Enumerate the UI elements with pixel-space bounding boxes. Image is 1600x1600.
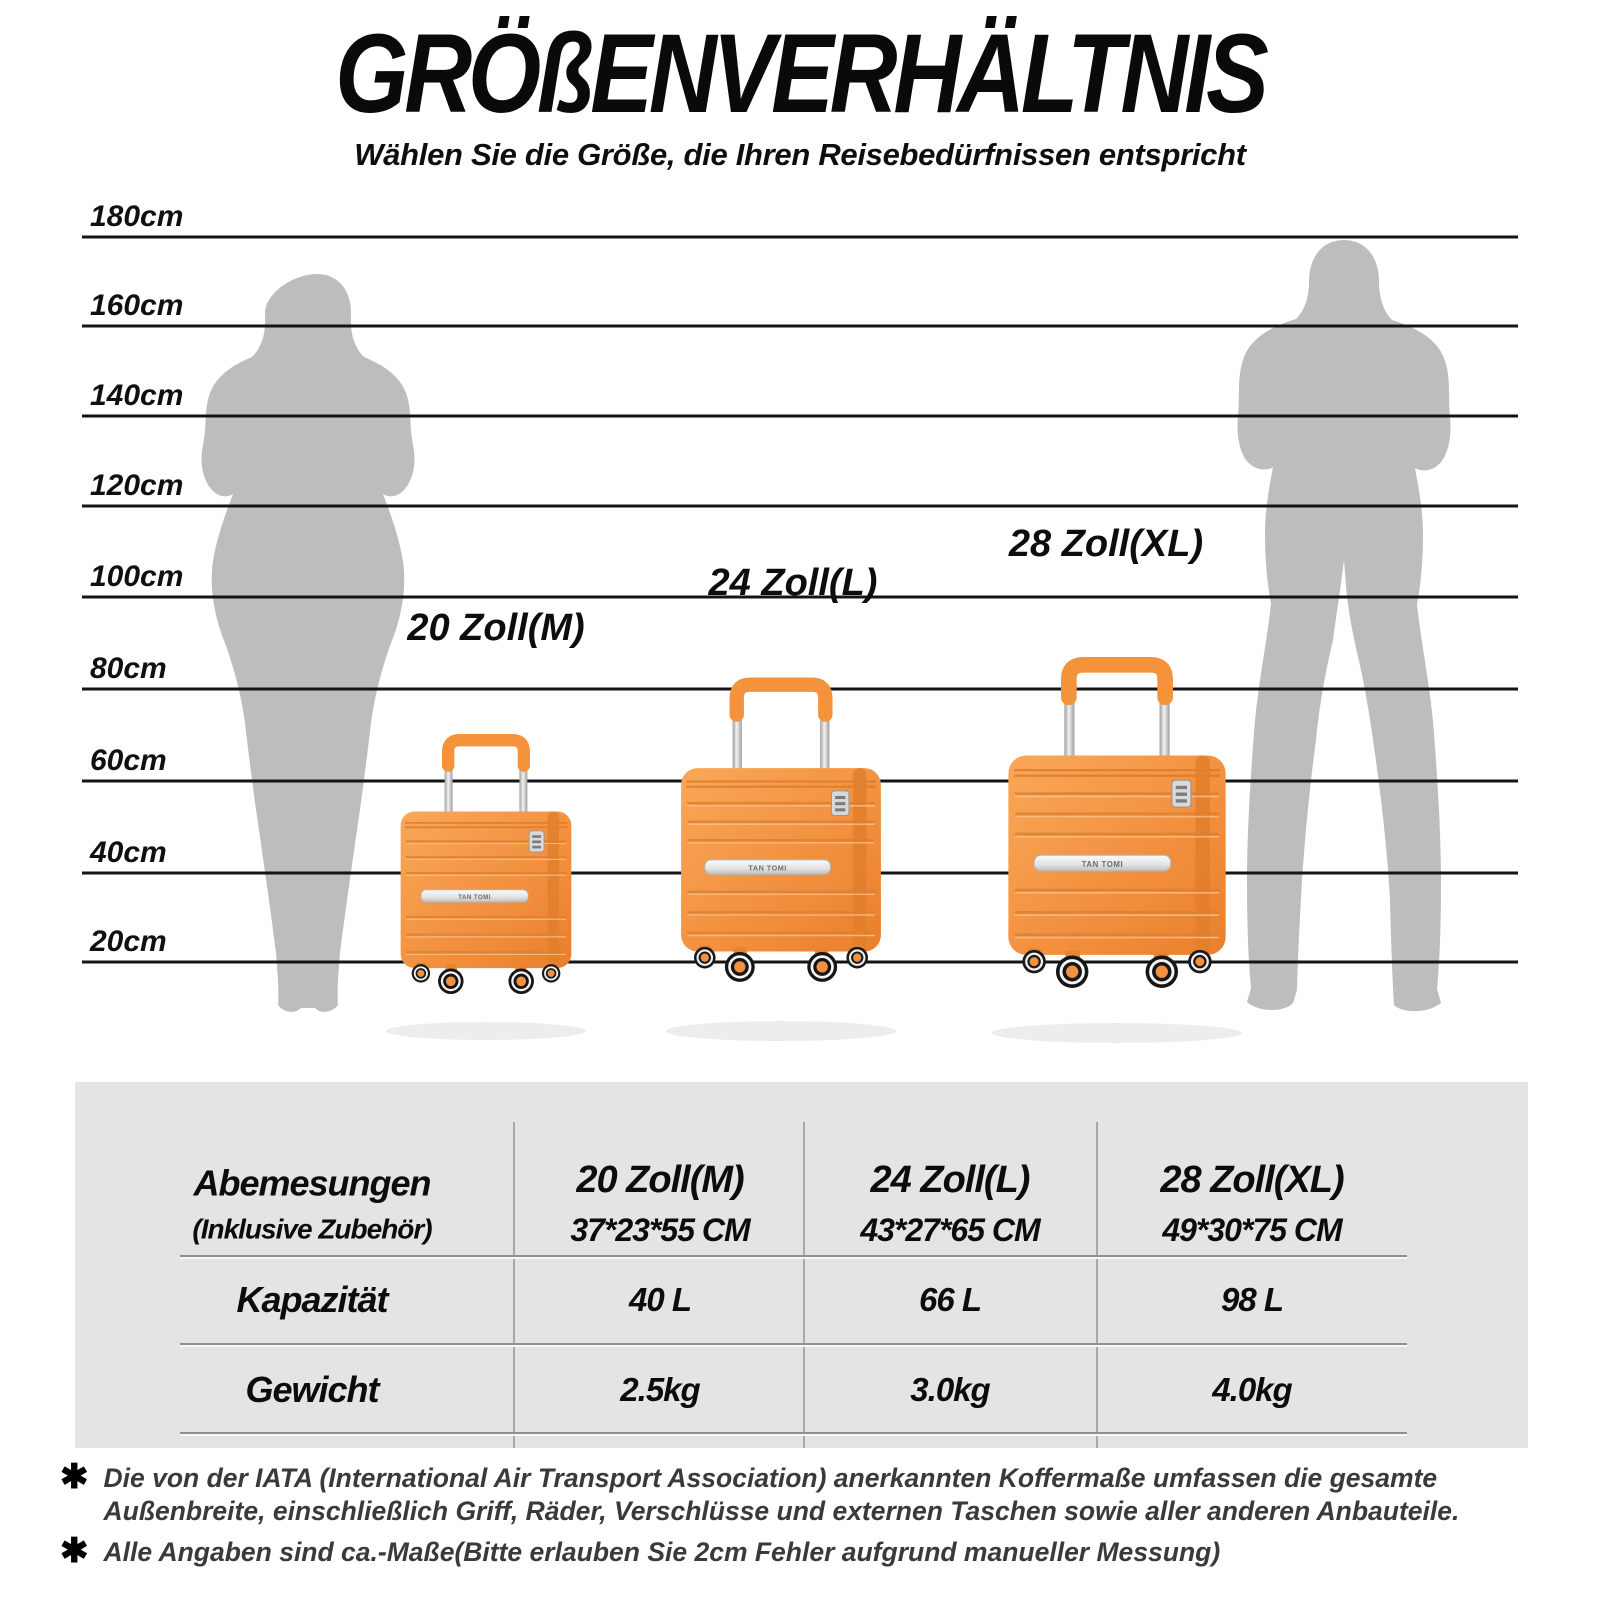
table-header-title: Abemesungen [193, 1162, 431, 1204]
woman-silhouette [201, 274, 415, 1012]
scale-label: 20cm [89, 925, 167, 958]
footnote-iata: ✱ Die von der IATA (International Air Tr… [60, 1458, 1552, 1528]
scale-label: 80cm [90, 652, 167, 685]
size-label-24-zoll: 24 Zoll(L) [708, 562, 878, 604]
weight-value-24: 3.0kg [910, 1371, 990, 1408]
capacity-value-28: 98 L [1220, 1281, 1284, 1318]
column-title: 20 Zoll(M) [576, 1159, 744, 1201]
table-divider-vertical [803, 1122, 805, 1448]
table-header-col-28: 28 Zoll(XL) 49*30*75 CM [1160, 1159, 1344, 1249]
human-silhouettes [201, 240, 1451, 1012]
asterisk-icon: ✱ [60, 1532, 89, 1570]
scale-label: 160cm [90, 289, 183, 322]
ground-shadows [386, 1021, 1242, 1043]
table-divider-vertical [513, 1122, 515, 1448]
asterisk-icon: ✱ [60, 1458, 89, 1496]
column-title: 24 Zoll(L) [870, 1159, 1031, 1201]
table-header-col-24: 24 Zoll(L) 43*27*65 CM [860, 1159, 1040, 1249]
man-silhouette [1237, 240, 1451, 1012]
page-subtitle: Wählen Sie die Größe, die Ihren Reisebed… [354, 137, 1246, 172]
column-dimensions: 49*30*75 CM [1162, 1212, 1342, 1248]
table-divider-horizontal [180, 1255, 1407, 1257]
footnote-text: Alle Angaben sind ca.-Maße(Bitte erlaube… [103, 1537, 1221, 1567]
weight-value-20: 2.5kg [620, 1371, 700, 1408]
column-dimensions: 37*23*55 CM [570, 1212, 750, 1248]
table-divider-horizontal [180, 1343, 1407, 1345]
table-header-subtitle: (Inklusive Zubehör) [192, 1213, 432, 1245]
row-label-weight: Gewicht [245, 1369, 379, 1410]
suitcase-24-zoll [681, 685, 881, 982]
capacity-value-20: 40 L [628, 1281, 692, 1318]
suitcase-28-zoll [1008, 665, 1225, 988]
capacity-value-24: 66 L [918, 1281, 982, 1318]
weight-value-28: 4.0kg [1212, 1371, 1292, 1408]
table-header-col-20: 20 Zoll(M) 37*23*55 CM [570, 1159, 750, 1249]
scale-label: 180cm [90, 200, 183, 233]
column-title: 28 Zoll(XL) [1160, 1159, 1344, 1201]
page-title: GRÖßENVERHÄLTNIS [335, 11, 1269, 136]
table-header-dimensions: Abemesungen (Inklusive Zubehör) [192, 1162, 432, 1246]
scale-label: 60cm [90, 744, 167, 777]
suitcase-20-zoll [401, 740, 572, 994]
spec-table: Abemesungen (Inklusive Zubehör) 20 Zoll(… [75, 1082, 1528, 1448]
scale-label: 140cm [90, 379, 183, 412]
footnote-tolerance: ✱ Alle Angaben sind ca.-Maße(Bitte erlau… [60, 1532, 1552, 1570]
table-divider-vertical [1096, 1122, 1098, 1448]
scale-label: 40cm [89, 836, 167, 869]
table-divider-horizontal [180, 1432, 1407, 1434]
scale-labels: 180cm 160cm 140cm 120cm 100cm 80cm 60cm … [89, 200, 183, 958]
scale-label: 100cm [90, 560, 183, 593]
row-label-capacity: Kapazität [236, 1279, 388, 1320]
column-dimensions: 43*27*65 CM [860, 1212, 1040, 1248]
size-label-28-zoll: 28 Zoll(XL) [1008, 523, 1203, 565]
footnote-text: Die von der IATA (International Air Tran… [103, 1463, 1460, 1526]
scale-label: 120cm [90, 469, 183, 502]
size-label-20-zoll: 20 Zoll(M) [406, 607, 584, 649]
